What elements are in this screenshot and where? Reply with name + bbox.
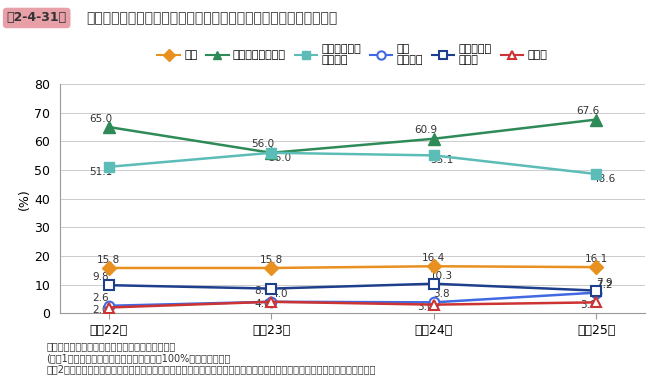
Text: 7.9: 7.9 — [596, 278, 612, 288]
Text: 16.1: 16.1 — [585, 254, 608, 264]
Text: 9.8: 9.8 — [92, 272, 109, 282]
Text: カテゴリー別に見た中小企業の情報セキュリティトラブルの発生率: カテゴリー別に見た中小企業の情報セキュリティトラブルの発生率 — [86, 11, 338, 26]
Text: 10.3: 10.3 — [430, 271, 454, 281]
Text: 資料：経済産業省「情報処理実態調査」再編加工: 資料：経済産業省「情報処理実態調査」再編加工 — [47, 342, 176, 351]
Text: 4.0: 4.0 — [255, 299, 271, 309]
Text: 60.9: 60.9 — [414, 125, 437, 135]
Legend: 全体, システムトラブル, コンピュータ
ウイルス, 不正
アクセス, 重要情報の
漏えい, その他: 全体, システムトラブル, コンピュータ ウイルス, 不正 アクセス, 重要情報… — [153, 39, 552, 70]
Text: 15.8: 15.8 — [259, 255, 283, 265]
Text: 8.6: 8.6 — [255, 286, 271, 296]
Text: 第2-4-31図: 第2-4-31図 — [7, 11, 67, 24]
Text: 67.6: 67.6 — [577, 106, 600, 116]
Text: 3.0: 3.0 — [418, 302, 434, 312]
Text: 2．カテゴリー別の発生状況は、各カテゴリーに属するいずれかのトラブルを回答した企業の割合により集計している。: 2．カテゴリー別の発生状況は、各カテゴリーに属するいずれかのトラブルを回答した企… — [47, 364, 376, 374]
Text: 51.1: 51.1 — [89, 167, 112, 177]
Text: 56.0: 56.0 — [251, 139, 275, 149]
Text: 2.0: 2.0 — [92, 305, 109, 315]
Text: 16.4: 16.4 — [422, 253, 446, 264]
Text: 55.1: 55.1 — [430, 155, 454, 165]
Text: 3.8: 3.8 — [580, 299, 597, 309]
Text: 3.8: 3.8 — [434, 290, 450, 299]
Text: 7.2: 7.2 — [596, 280, 612, 290]
Text: 15.8: 15.8 — [97, 255, 120, 265]
Text: 65.0: 65.0 — [89, 113, 112, 123]
Y-axis label: (%): (%) — [19, 188, 31, 209]
Text: 2.6: 2.6 — [92, 293, 109, 303]
Text: (注）1．複数回答のため、合計は必ずしも100%にはならない。: (注）1．複数回答のため、合計は必ずしも100%にはならない。 — [47, 353, 231, 363]
Text: 48.6: 48.6 — [593, 174, 616, 184]
Text: 4.0: 4.0 — [271, 289, 287, 299]
Text: 56.0: 56.0 — [268, 153, 291, 163]
